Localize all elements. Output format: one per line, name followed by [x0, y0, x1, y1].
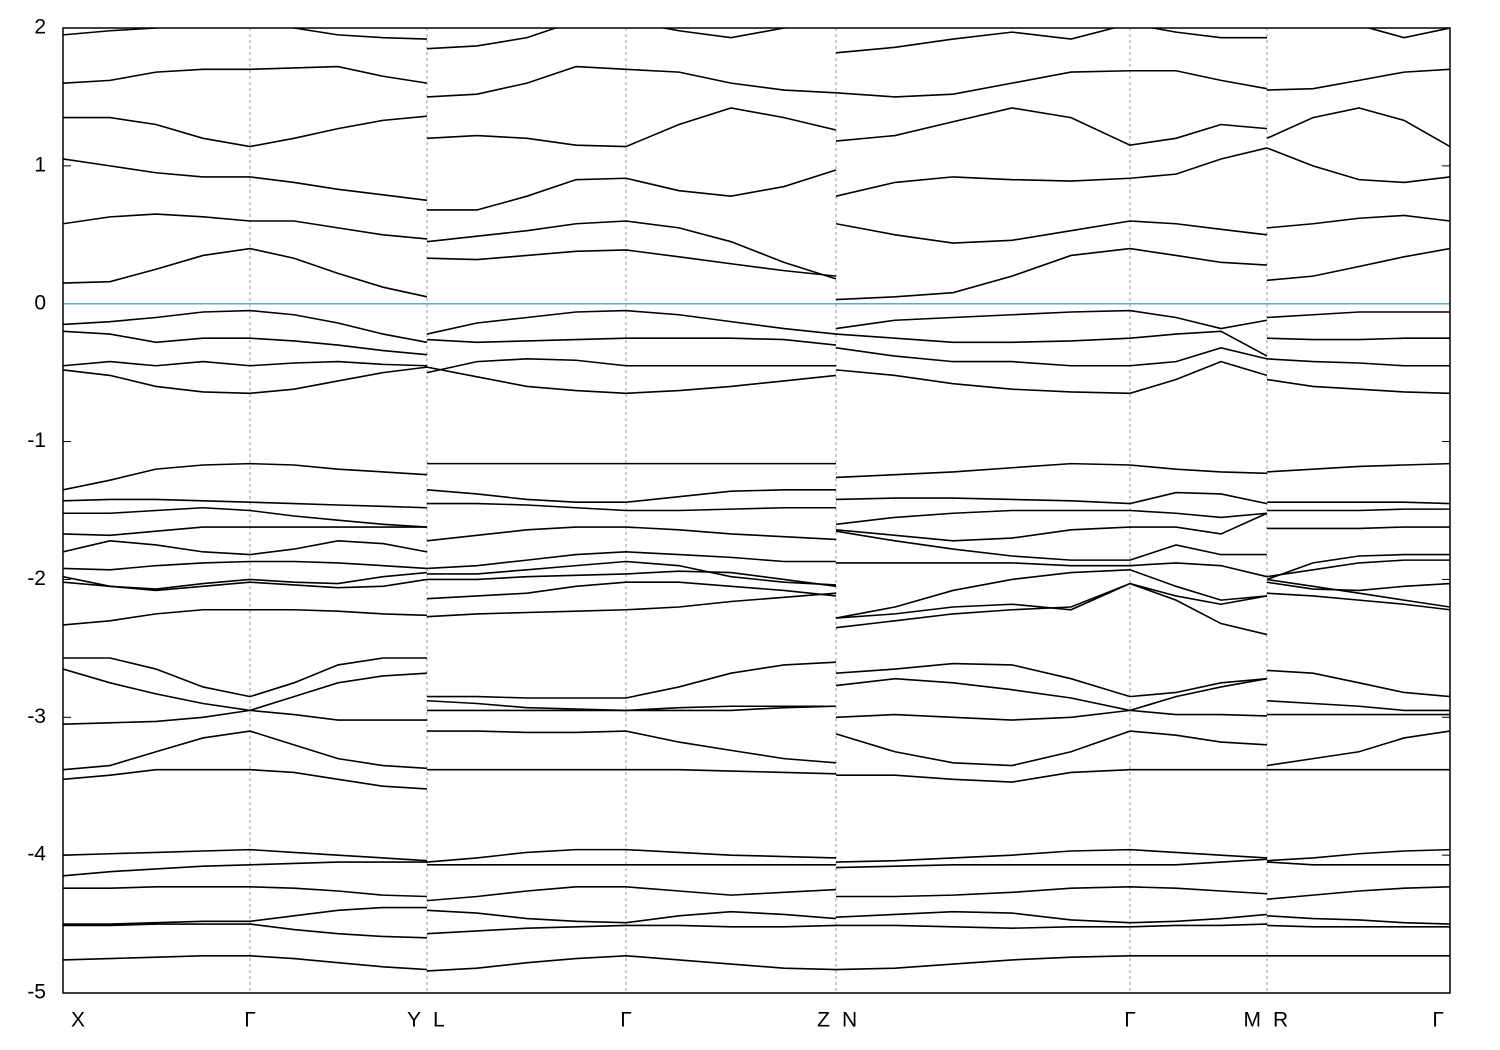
- x-tick-label: L: [433, 1009, 445, 1032]
- grid: [62, 27, 1451, 994]
- y-tick-label: 0: [34, 291, 46, 314]
- band-line: [63, 559, 1450, 586]
- band-line: [63, 28, 1450, 54]
- band-line: [63, 309, 1450, 344]
- y-tick-label: -4: [27, 843, 46, 866]
- x-tick-label: R: [1273, 1009, 1288, 1032]
- y-tick-label: -3: [27, 705, 46, 728]
- band-line: [63, 886, 1450, 902]
- plot-frame: [62, 27, 1451, 994]
- tick-labels: -5 -4 -3 -2 -1 0 1 2 X Γ Y L Γ Z N Γ M R Γ: [27, 16, 1444, 1032]
- x-tick-label: Γ: [1432, 1009, 1444, 1032]
- band-line: [63, 578, 1450, 636]
- band-line: [63, 568, 1450, 619]
- band-line: [63, 848, 1450, 863]
- band-line: [63, 512, 1450, 542]
- bands: [63, 28, 1450, 972]
- band-line: [63, 582, 1450, 626]
- band-line: [63, 107, 1450, 148]
- band-line: [63, 923, 1450, 939]
- band-line: [63, 954, 1450, 972]
- band-line: [63, 213, 1450, 280]
- band-line: [63, 360, 1450, 395]
- band-line: [63, 657, 1450, 699]
- y-tick-label: 2: [34, 16, 46, 39]
- band-line: [63, 330, 1450, 357]
- band-line: [63, 530, 1450, 581]
- x-tick-label: Γ: [620, 1009, 632, 1032]
- band-line: [63, 858, 1450, 877]
- x-tick-label: Z: [817, 1009, 830, 1032]
- band-line: [63, 768, 1450, 790]
- band-line: [63, 730, 1450, 771]
- y-tick-label: -1: [27, 429, 46, 452]
- band-line: [63, 247, 1450, 301]
- band-line: [63, 147, 1450, 211]
- band-line: [63, 65, 1450, 98]
- x-tick-label: X: [71, 1009, 85, 1032]
- x-tick-label: M: [1244, 1009, 1262, 1032]
- x-tick-label: Γ: [1124, 1009, 1136, 1032]
- y-tick-label: 1: [34, 153, 46, 176]
- y-tick-label: -5: [27, 981, 46, 1004]
- band-line: [63, 705, 1450, 725]
- band-line: [63, 347, 1450, 374]
- band-line: [63, 906, 1450, 925]
- x-tick-label: Γ: [244, 1009, 256, 1032]
- band-line: [63, 489, 1450, 509]
- x-tick-label: Y: [407, 1009, 421, 1032]
- x-tick-label: N: [842, 1009, 857, 1032]
- y-tick-label: -2: [27, 567, 46, 590]
- band-line: [63, 502, 1450, 528]
- band-line: [63, 462, 1450, 491]
